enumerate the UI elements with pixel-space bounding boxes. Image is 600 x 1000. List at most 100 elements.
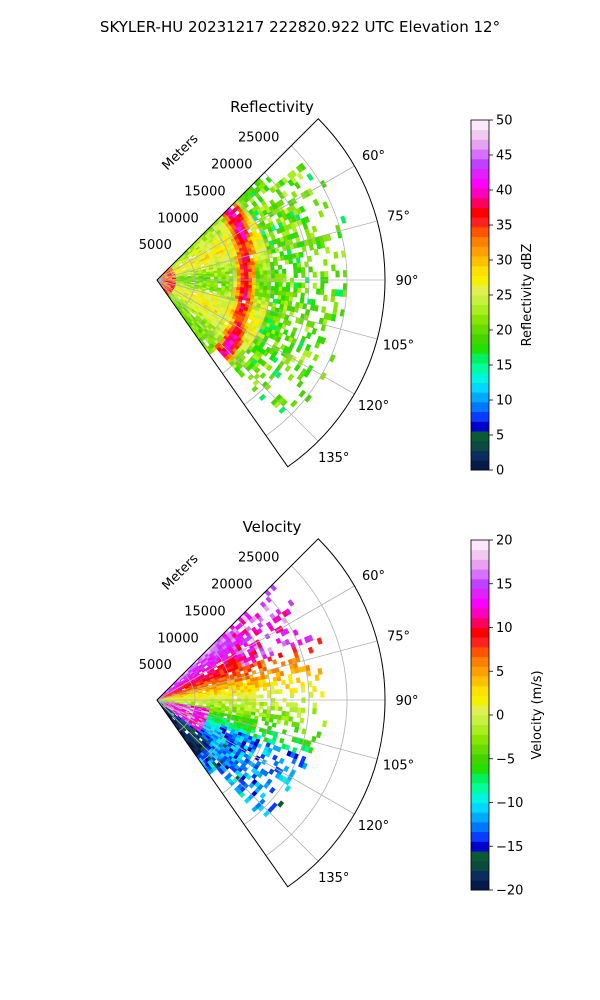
colorbar-label: Reflectivity dBZ [520,244,535,347]
field-cells [160,700,300,728]
sector-frame [156,538,386,888]
colorbar-segment [471,666,489,677]
colorbar-tick-label: −20 [496,884,523,899]
sector-frame [156,118,386,468]
field-cells [159,702,300,798]
field-cells [234,176,343,378]
colorbar-segment [471,197,489,208]
azimuth-tick-label: 90° [395,274,418,289]
velocity-panel: Velocity 5000 10000 15000 20000 25000 60° 75°… [139,518,545,899]
range-ring [178,252,196,312]
colorbar-tick-label: −10 [496,796,523,811]
colorbar-segment [471,343,489,354]
field-cells [224,221,247,356]
colorbar-segment [471,217,489,228]
polar-grid [156,565,385,862]
sector-outline [156,538,386,888]
colorbar-tick-label: 45 [496,149,513,164]
colorbar-tick-label: 5 [496,665,504,680]
colorbar-segment [471,178,489,189]
colorbar-segment [471,734,489,745]
field-cells [164,673,325,702]
colorbar-segment [471,120,489,131]
field-cells [198,720,292,818]
colorbar-tick-label: 10 [496,394,513,409]
azimuth-gridline [156,699,378,760]
colorbar-segment [471,460,489,471]
sector-outline [156,118,386,468]
colorbar-segment [471,705,489,716]
colorbar-segment [471,275,489,286]
range-ring [222,199,272,374]
azimuth-tick-label: 135° [318,871,349,886]
colorbar-segment [471,792,489,803]
colorbar-segment [471,627,489,638]
colorbar-segment [471,831,489,842]
colorbar-segment [471,598,489,609]
colorbar-tick-label: 20 [496,324,513,339]
range-tick-label: 20000 [211,578,252,593]
colorbar-segment [471,851,489,862]
colorbar-segment [471,802,489,813]
colorbar-segment [471,431,489,442]
field-cells [159,702,203,757]
colorbar-tick-label: 0 [496,709,504,724]
colorbar-segment [471,744,489,755]
colorbar-segment [471,295,489,306]
azimuth-tick-labels: 60° 75° 90° 105° 120° 135° [318,569,418,886]
range-tick-label: 25000 [238,551,279,566]
field-cells [260,225,277,236]
colorbar-tick-label: 5 [496,429,504,444]
colorbar-tick-label: 0 [496,464,504,479]
colorbar-segment [471,324,489,335]
colorbar-segment [471,588,489,599]
polar-grid [156,145,385,442]
panel-title: Velocity [243,518,302,536]
field-cells [160,646,284,724]
colorbar-tick-label: −5 [496,752,515,767]
field-cells [171,208,290,353]
colorbar-segment [471,540,489,551]
colorbar-segment [471,617,489,628]
colorbar-label: Velocity (m/s) [530,670,545,759]
field-cells [160,678,317,700]
colorbar-segment [471,363,489,374]
azimuth-tick-label: 105° [383,759,414,774]
azimuth-gridline [156,279,378,340]
field-cells [160,665,320,700]
azimuth-tick-label: 105° [383,339,414,354]
velocity-colorbar: −20 −15 −10 −5 0 5 10 15 20 [470,534,523,899]
range-ring [243,592,310,825]
range-tick-label: 10000 [157,631,198,646]
range-tick-label: 15000 [184,604,225,619]
azimuth-gridline [156,640,378,701]
range-tick-label: 5000 [139,658,172,673]
range-tick-labels: 5000 10000 15000 20000 25000 [139,131,280,253]
range-ring [265,565,348,856]
colorbar-segment [471,440,489,451]
azimuth-tick-label: 75° [387,209,410,224]
field-cells [168,162,348,406]
colorbar-segment [471,656,489,667]
colorbar-segment [471,559,489,570]
azimuth-tick-label: 120° [358,819,389,834]
colorbar-segment [471,372,489,383]
field-cells [164,700,317,735]
range-ring [178,672,196,732]
reflectivity-colorbar: 0 5 10 15 20 25 30 35 40 45 50 [470,114,513,479]
colorbar-tick-label: 25 [496,289,513,304]
range-ring [200,225,234,343]
azimuth-gridline [156,220,378,281]
field-cells [168,169,346,409]
colorbar-tick-label: 35 [496,219,513,234]
colorbar-segment [471,149,489,160]
colorbar-tick-label: 10 [496,621,513,636]
field-cells [159,204,253,356]
colorbar-segment [471,129,489,140]
colorbar-segment [471,256,489,267]
colorbar-segment [471,549,489,560]
colorbar-segment [471,285,489,296]
colorbar-tick-label: 50 [496,114,513,129]
colorbar-segment [471,637,489,648]
colorbar-segment [471,724,489,735]
